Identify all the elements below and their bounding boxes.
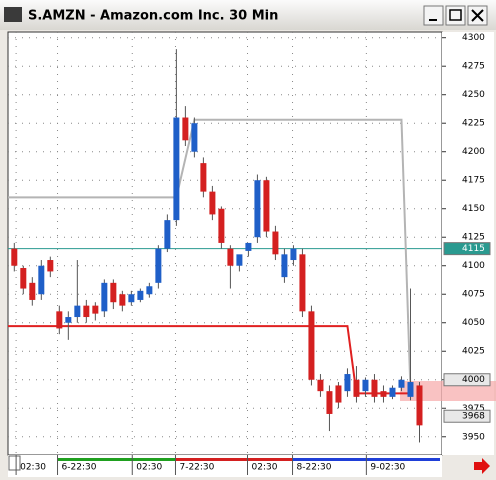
candle-body (92, 305, 99, 314)
candle-body (65, 317, 72, 323)
price-marker (443, 409, 491, 423)
candle-body (416, 385, 423, 426)
candle-body (29, 282, 36, 300)
candle-body (182, 117, 189, 141)
candle-body (56, 311, 63, 329)
session-bar (58, 458, 176, 461)
scroll-arrow[interactable] (474, 458, 490, 474)
candle-body (236, 254, 243, 266)
scroll-box[interactable] (8, 455, 21, 471)
candle-body (164, 220, 171, 249)
y-tick-label: 4300 (462, 33, 485, 43)
maximize-button[interactable] (445, 5, 466, 26)
price-marker (443, 373, 491, 387)
y-tick-label: 4175 (462, 176, 485, 186)
candle-body (290, 248, 297, 261)
plot-area (7, 31, 443, 456)
x-tick-label: 02:30 (20, 463, 46, 473)
candle-body (362, 379, 369, 392)
candle-body (137, 290, 144, 300)
candle-body (155, 248, 162, 283)
y-tick-label: 4075 (462, 290, 485, 300)
candle-body (245, 242, 252, 251)
candle-body (326, 391, 333, 414)
x-tick-label: 8-22:30 (297, 463, 332, 473)
x-tick-label: 9-02:30 (370, 463, 405, 473)
y-tick-label: 4150 (462, 204, 485, 214)
y-tick-label: 3975 (462, 404, 485, 414)
candle-body (83, 305, 90, 318)
price-marker-label: 4000 (462, 375, 485, 385)
y-tick-label: 4100 (462, 261, 485, 271)
candle-body (272, 231, 279, 255)
candle-body (146, 286, 153, 295)
y-tick-label: 4125 (462, 233, 485, 243)
title-bar (0, 0, 496, 30)
candle-body (209, 191, 216, 215)
x-tick-label: 6-22:30 (62, 463, 97, 473)
y-tick-label: 3950 (462, 432, 485, 442)
candle-body (299, 254, 306, 312)
candle-body (38, 265, 45, 295)
candle-body (47, 260, 54, 272)
minimize-button[interactable] (423, 5, 444, 26)
y-tick-label: 4025 (462, 347, 485, 357)
x-tick-label: 02:30 (252, 463, 278, 473)
candle-body (110, 282, 117, 303)
x-tick-label: 02:30 (136, 463, 162, 473)
candle-body (74, 305, 81, 318)
y-tick-label: 4250 (462, 90, 485, 100)
candle-body (281, 254, 288, 278)
candle-body (101, 282, 108, 312)
x-tick-label: 7-22:30 (179, 463, 214, 473)
candle-body (218, 208, 225, 243)
candle-body (11, 248, 18, 266)
candle-body (173, 117, 180, 221)
candle-body (353, 379, 360, 397)
candle-body (344, 374, 351, 392)
candle-body (20, 268, 27, 289)
close-button[interactable] (467, 5, 488, 26)
candle-body (335, 385, 342, 403)
price-marker-label: 4115 (462, 244, 485, 254)
candle-body (317, 379, 324, 392)
candle-body (398, 379, 405, 388)
price-marker-label: 3968 (462, 412, 485, 422)
app-icon (4, 7, 22, 22)
candle-body (254, 180, 261, 238)
window-title: S.AMZN - Amazon.com Inc. 30 Min (28, 9, 278, 24)
candle-body (308, 311, 315, 380)
candle-body (227, 248, 234, 266)
session-bar (176, 458, 292, 461)
y-tick-label: 4200 (462, 147, 485, 157)
candle-body (389, 387, 396, 397)
price-marker (443, 242, 491, 256)
candle-body (263, 180, 270, 232)
candle-body (371, 379, 378, 397)
candle-body (407, 382, 414, 397)
y-tick-label: 4050 (462, 318, 485, 328)
y-tick-label: 4275 (462, 62, 485, 72)
candle-body (128, 294, 135, 303)
y-tick-label: 4225 (462, 119, 485, 129)
candle-body (191, 123, 198, 152)
candle-body (380, 391, 387, 397)
candle-body (200, 163, 207, 192)
candle-body (119, 294, 126, 306)
